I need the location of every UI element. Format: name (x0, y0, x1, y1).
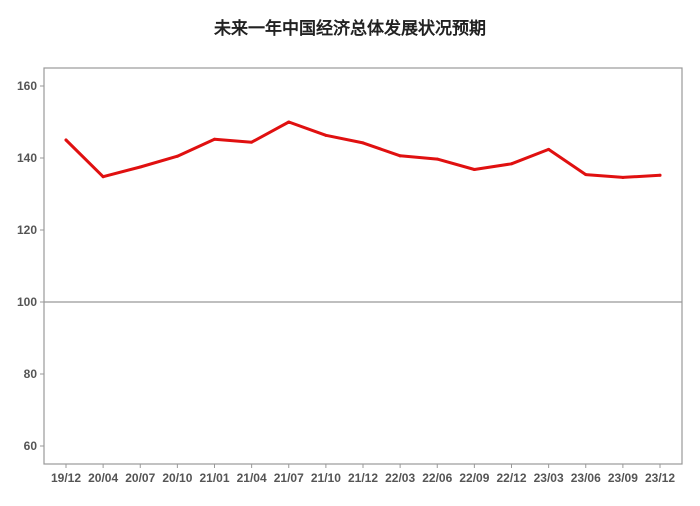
x-tick-label: 21/12 (348, 471, 378, 485)
chart-title: 未来一年中国经济总体发展状况预期 (214, 19, 486, 39)
series-layer (64, 120, 662, 179)
x-tick-label: 21/07 (274, 471, 304, 485)
y-tick-label: 140 (17, 151, 37, 165)
data-point (435, 157, 439, 161)
data-point (510, 162, 513, 166)
x-tick-label: 20/10 (162, 471, 192, 485)
x-tick-label: 21/04 (237, 471, 267, 485)
data-point (213, 137, 216, 141)
x-tick-label: 22/03 (385, 471, 415, 485)
x-tick-label: 22/06 (422, 471, 452, 485)
data-point (472, 168, 476, 172)
plot-frame (43, 67, 683, 465)
x-tick-label: 23/12 (645, 471, 675, 485)
data-point (621, 175, 625, 179)
x-tick-label: 22/12 (496, 471, 526, 485)
data-point (547, 147, 551, 151)
data-point (287, 120, 291, 124)
data-point (64, 138, 68, 142)
data-point (584, 173, 588, 177)
y-tick-label: 120 (17, 223, 37, 237)
y-tick-label: 160 (17, 79, 37, 93)
x-tick-label: 21/01 (199, 471, 229, 485)
data-point (398, 154, 402, 158)
x-tick-label: 20/04 (88, 471, 118, 485)
x-tick-label: 21/10 (311, 471, 341, 485)
data-point (361, 141, 365, 145)
y-tick-label: 100 (17, 295, 37, 309)
data-point (175, 154, 179, 158)
data-point (658, 173, 662, 177)
y-tick-label: 80 (24, 367, 38, 381)
x-tick-label: 20/07 (125, 471, 155, 485)
x-tick-label: 23/09 (608, 471, 638, 485)
x-tick-label: 23/06 (571, 471, 601, 485)
data-point (138, 165, 142, 169)
y-tick-label: 60 (24, 439, 38, 453)
x-axis: 19/12 20/04 20/07 20/10 21/01 21/04 21/07 21/10… (51, 464, 675, 485)
y-axis: 60 80 100 120 140 160 (17, 79, 44, 453)
data-point (324, 133, 328, 137)
x-tick-label: 22/09 (459, 471, 489, 485)
data-point (101, 175, 105, 179)
x-tick-label: 19/12 (51, 471, 81, 485)
data-point (250, 140, 254, 144)
x-tick-label: 23/03 (534, 471, 564, 485)
